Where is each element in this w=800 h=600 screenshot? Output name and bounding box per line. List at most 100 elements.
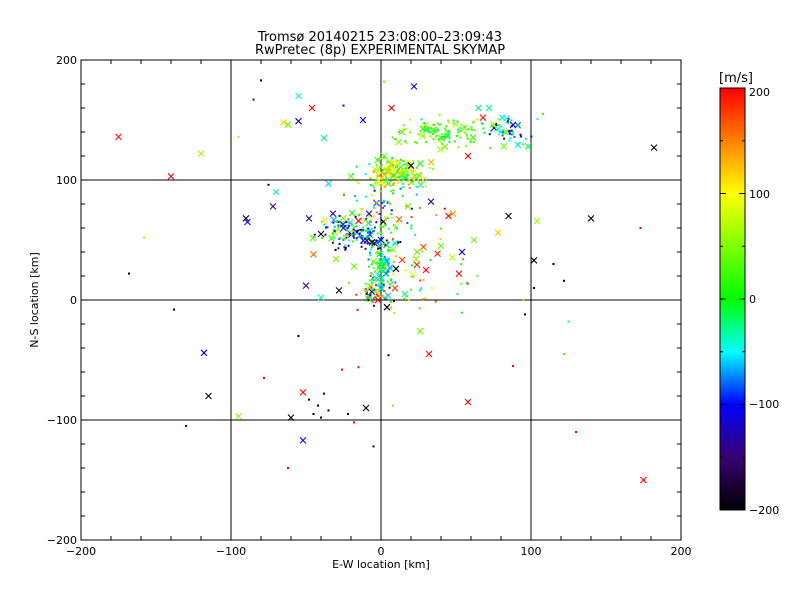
scatter-point-dot [439,123,442,126]
scatter-point-dot [361,207,364,210]
scatter-point-dot [396,175,399,178]
colorbar-ticks [720,87,745,511]
scatter-point-dot [402,173,405,176]
scatter-point-dot [345,227,348,230]
scatter-point-dot [368,163,371,166]
scatter-point-dot [342,238,345,241]
cross-stroke [415,172,423,180]
scatter-point-cross [362,404,370,412]
scatter-point-dot [314,233,317,236]
scatter-point-dot [431,287,434,290]
scatter-point-dot [378,212,381,215]
scatter-point-dot [394,281,397,284]
scatter-point-cross [434,250,441,258]
scatter-point-dot [353,421,355,424]
scatter-point-dot [439,227,442,230]
cross-stroke [235,413,242,420]
scatter-point-cross [393,159,401,167]
colorbar-tick-label: −200 [749,504,779,517]
scatter-point-dot [476,274,479,277]
scatter-point-cross [380,171,388,179]
scatter-point-dot [440,135,443,138]
scatter-point-dot [321,236,324,239]
cross-stroke [445,212,452,220]
scatter-point-dot [368,251,371,254]
scatter-point-cross [340,224,347,232]
scatter-point-dot [418,206,421,209]
scatter-point-dot [382,156,385,159]
scatter-point-dot [381,282,384,285]
scatter-point-dot [435,134,438,137]
scatter-point-dot [387,259,390,262]
scatter-point-dot [427,126,430,129]
cross-stroke [401,290,409,298]
scatter-point-cross [395,138,403,146]
scatter-point-dot [365,235,368,238]
cross-stroke [485,104,493,112]
scatter-point-dot [354,195,357,198]
cross-stroke [391,284,399,292]
cross-stroke [362,404,370,412]
cross-stroke [587,215,595,222]
cross-stroke [385,158,393,165]
scatter-point-dot [424,129,427,132]
scatter-point-dot [365,293,368,296]
cross-stroke [398,256,406,264]
scatter-point-cross [374,296,382,304]
scatter-point-cross [427,198,435,205]
scatter-point-dot [388,268,391,271]
axis-ticks [80,59,682,541]
cross-stroke [373,275,380,282]
scatter-point-cross [365,210,373,217]
cross-stroke [374,296,382,304]
scatter-point-cross [417,181,424,189]
scatter-point-dot [379,280,382,283]
scatter-point-dot [380,270,383,273]
x-axis-label: E-W location [km] [332,558,430,571]
scatter-point-dot [369,287,372,290]
scatter-point-dot [324,233,327,236]
scatter-point-cross [530,257,538,264]
scatter-point-dot [404,167,407,170]
cross-stroke [494,229,502,237]
scatter-point-cross [395,215,403,223]
scatter-point-dot [350,233,353,236]
scatter-point-dot [373,186,376,189]
scatter-point-dot [360,237,363,240]
scatter-point-dot [402,159,405,162]
scatter-point-dot [355,165,358,168]
scatter-point-dot [364,247,367,250]
scatter-point-dot [320,416,322,419]
scatter-point-dot [260,79,262,82]
scatter-point-dot [412,170,415,173]
scatter-point-cross [458,248,466,256]
scatter-point-dot [370,273,373,276]
scatter-point-cross [335,287,343,294]
scatter-point-cross [320,134,328,142]
scatter-point-dot [406,160,409,163]
scatter-point-cross [448,253,456,261]
scatter-point-dot [397,241,400,244]
scatter-point-dot [376,288,379,291]
cross-stroke [308,104,316,112]
cross-stroke [272,188,280,196]
cross-stroke [385,169,392,177]
scatter-point-dot [394,226,397,229]
scatter-point-dot [376,232,379,235]
scatter-point-dot [379,295,382,298]
cross-stroke [382,270,390,277]
scatter-point-cross [280,119,287,126]
scatter-point-cross [385,169,392,177]
scatter-point-dot [418,133,421,136]
cross-stroke [441,143,449,150]
cross-stroke [386,264,394,272]
scatter-point-cross [302,282,310,289]
scatter-point-cross [309,234,317,242]
scatter-point-dot [402,128,405,131]
cross-stroke [309,234,317,242]
cross-stroke [317,230,325,238]
cross-stroke [448,253,456,261]
cross-stroke [328,234,335,242]
cross-stroke [395,138,403,146]
scatter-point-cross [391,240,399,247]
